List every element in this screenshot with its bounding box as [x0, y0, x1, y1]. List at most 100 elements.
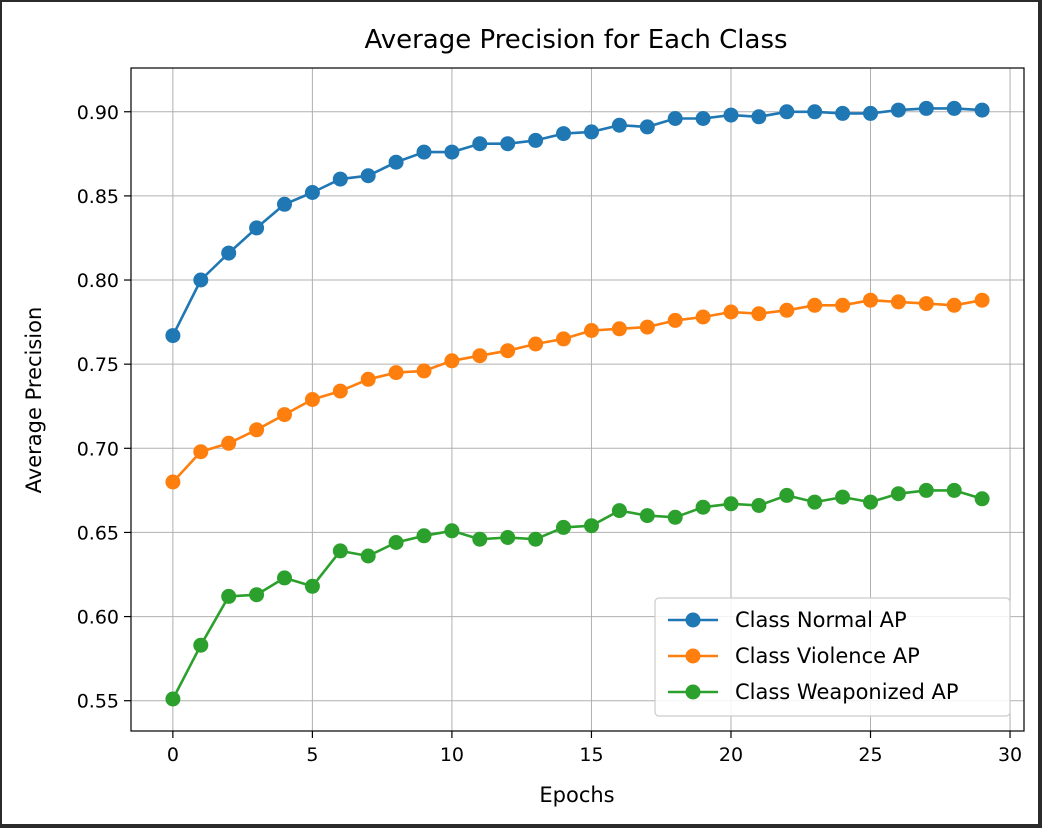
y-tick-label: 0.75 — [77, 354, 119, 376]
data-point — [416, 363, 432, 379]
series-layer — [165, 100, 990, 707]
data-point — [304, 392, 320, 407]
data-point — [500, 343, 516, 359]
x-tick-label: 10 — [440, 744, 464, 766]
data-point — [667, 509, 683, 525]
data-point — [974, 292, 990, 308]
data-point — [863, 292, 878, 308]
data-point — [639, 319, 655, 335]
data-point — [779, 487, 795, 503]
y-tick-label: 0.65 — [77, 522, 119, 544]
x-tick-label: 0 — [167, 744, 179, 766]
series-line — [171, 298, 983, 483]
legend-marker — [685, 684, 701, 700]
data-point — [974, 102, 990, 118]
grid-lines — [131, 68, 1024, 731]
data-point — [556, 126, 571, 142]
series-3 — [165, 482, 990, 707]
data-point — [332, 171, 348, 187]
data-point — [667, 111, 683, 126]
data-point — [193, 444, 209, 460]
data-point — [221, 588, 237, 604]
data-point — [304, 185, 320, 200]
data-point — [193, 637, 209, 653]
data-point — [918, 482, 934, 498]
legend-label: Class Violence AP — [735, 644, 920, 668]
data-point — [723, 304, 739, 320]
data-point — [388, 365, 404, 381]
data-point — [332, 543, 348, 559]
chart-title: Average Precision for Each Class — [364, 25, 787, 55]
data-point — [249, 220, 265, 236]
data-point — [388, 535, 404, 550]
data-point — [221, 245, 237, 261]
data-point — [695, 309, 711, 325]
data-point — [249, 587, 265, 603]
data-point — [946, 297, 962, 313]
x-tick-label: 5 — [306, 744, 318, 766]
data-point — [500, 530, 516, 545]
data-point — [807, 297, 823, 313]
y-tick-label: 0.80 — [77, 270, 119, 292]
data-point — [695, 111, 711, 126]
legend: Class Normal AP Class Violence AP Class We… — [654, 597, 1011, 717]
data-point — [584, 323, 599, 338]
data-point — [723, 107, 739, 123]
data-point — [890, 294, 906, 310]
data-point — [165, 328, 181, 344]
data-point — [946, 482, 962, 498]
y-tick-label: 0.55 — [77, 691, 119, 713]
legend-label: Class Weaponized AP — [735, 680, 959, 704]
data-point — [918, 100, 934, 116]
data-point — [863, 494, 878, 510]
data-point — [723, 496, 739, 512]
data-point — [249, 422, 265, 438]
data-point — [946, 100, 962, 116]
legend-box — [654, 597, 1011, 717]
data-point — [695, 499, 711, 515]
data-point — [639, 119, 655, 135]
data-point — [807, 104, 823, 120]
series-2 — [165, 292, 990, 490]
data-point — [779, 302, 795, 318]
data-point — [835, 297, 851, 313]
y-tick-label: 0.90 — [77, 102, 119, 124]
plot-area-frame — [130, 67, 1025, 732]
data-point — [611, 503, 627, 519]
legend-marker — [685, 612, 701, 628]
data-point — [890, 486, 906, 502]
data-point — [528, 132, 544, 148]
y-tick-label: 0.85 — [77, 186, 119, 208]
data-point — [751, 306, 767, 322]
data-point — [639, 508, 655, 524]
data-point — [444, 144, 460, 160]
data-point — [277, 196, 292, 212]
y-tick-label: 0.60 — [77, 607, 119, 629]
data-point — [360, 168, 376, 184]
data-point — [472, 136, 488, 152]
x-tick-label: 20 — [719, 744, 743, 766]
x-tick-label: 25 — [858, 744, 882, 766]
data-point — [360, 548, 376, 564]
data-point — [472, 348, 488, 364]
y-tick-label: 0.70 — [77, 438, 119, 460]
series-1 — [165, 100, 990, 344]
data-point — [277, 570, 292, 586]
data-point — [667, 312, 683, 328]
data-point — [528, 336, 544, 352]
data-point — [807, 494, 823, 510]
x-axis-label: Epochs — [539, 783, 614, 807]
y-axis-label: Average Precision — [22, 307, 46, 494]
data-point — [416, 144, 432, 160]
data-point — [416, 528, 432, 544]
data-point — [584, 518, 599, 534]
data-point — [500, 136, 516, 152]
data-point — [360, 371, 376, 387]
data-point — [388, 154, 404, 170]
data-point — [221, 435, 237, 451]
data-point — [472, 531, 488, 547]
axis-ticks: 0 5 10 15 20 25 30 0.55 0.60 0.65 0.70 0.75 0.80 0.85… — [77, 102, 1022, 766]
data-point — [165, 474, 181, 490]
